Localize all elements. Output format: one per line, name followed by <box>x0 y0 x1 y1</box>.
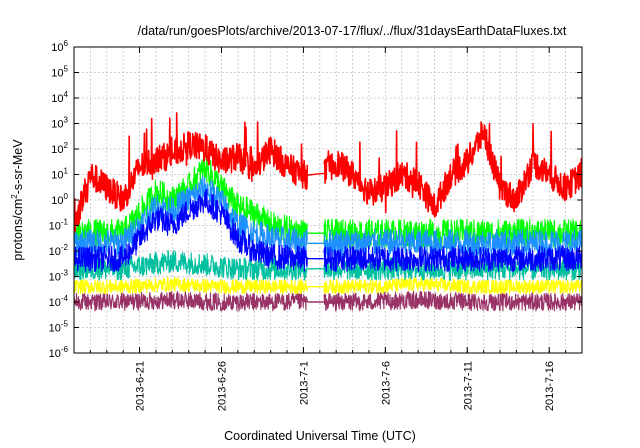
y-tick-label: 104 <box>51 90 68 105</box>
series-line <box>323 290 582 312</box>
y-tick-label: 101 <box>51 167 68 182</box>
series-line <box>74 188 308 272</box>
series-line <box>323 245 582 272</box>
series-line <box>323 276 582 295</box>
series-line <box>74 290 308 312</box>
x-axis-label: Coordinated Universal Time (UTC) <box>224 429 416 443</box>
y-tick-label: 105 <box>51 65 68 80</box>
y-tick-label: 10-5 <box>49 320 69 335</box>
x-tick-label: 2013-7-16 <box>544 361 556 411</box>
x-tick-label: 2013-7-6 <box>380 361 392 405</box>
x-tick-label: 2013-6-26 <box>216 361 228 411</box>
y-tick-label: 10-3 <box>49 269 69 284</box>
y-tick-label: 106 <box>51 39 68 54</box>
x-tick-label: 2013-7-1 <box>298 361 310 405</box>
x-tick-label: 2013-6-21 <box>135 361 147 411</box>
series-line <box>74 112 309 234</box>
series-line <box>74 276 308 295</box>
series-gap-line <box>307 172 324 176</box>
y-tick-label: 10-6 <box>49 345 69 360</box>
y-tick-label: 102 <box>51 141 68 156</box>
y-tick-label: 100 <box>51 192 68 207</box>
y-tick-label: 10-4 <box>49 294 69 309</box>
y-axis-label: protons/cm2-s-sr-MeV <box>10 139 25 261</box>
y-tick-label: 103 <box>51 116 68 131</box>
y-tick-label: 10-1 <box>49 218 69 233</box>
chart-title: /data/run/goesPlots/archive/2013-07-17/f… <box>138 24 567 38</box>
x-tick-label: 2013-7-11 <box>462 361 474 410</box>
series-layer <box>74 112 582 312</box>
axis-ticks: 10-6 10-5 10-4 10-3 10-2 10-1 100 101 102 103 104 1… <box>49 39 582 411</box>
y-tick-label: 10-2 <box>49 243 69 258</box>
series-line <box>323 121 582 218</box>
